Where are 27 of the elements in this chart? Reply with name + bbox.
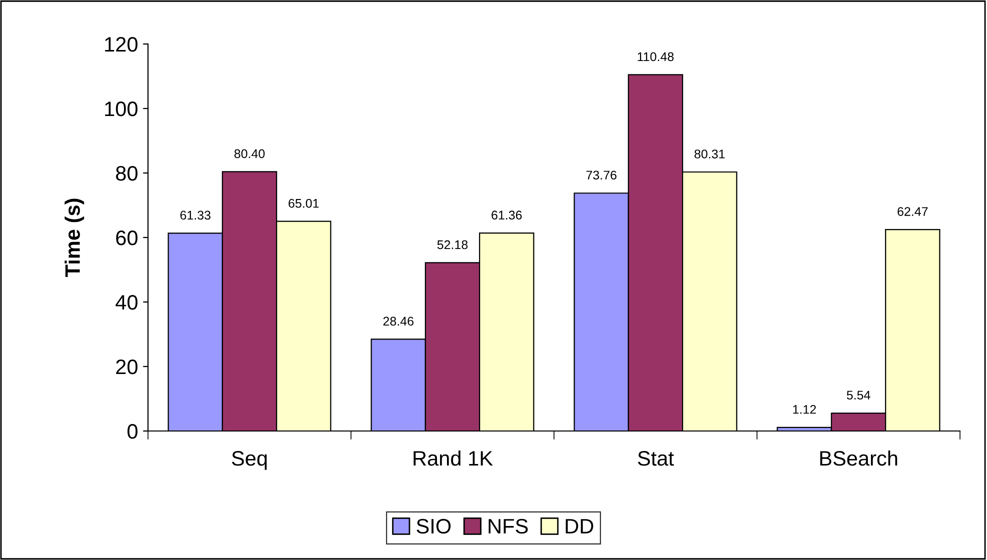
y-tick-label: 20 (116, 360, 138, 374)
data-label: 80.40 (234, 149, 265, 158)
data-label: 61.36 (492, 210, 522, 220)
x-tick-label: Rand 1K (414, 450, 493, 466)
data-label: 5.54 (846, 390, 870, 400)
legend-label: DD (566, 519, 594, 534)
x-tick-label: BSearch (820, 450, 898, 466)
y-tick-label: 60 (116, 230, 138, 246)
data-label: 80.31 (694, 150, 725, 158)
y-axis-title: Time (s) (64, 198, 84, 278)
data-label: 73.76 (586, 170, 616, 180)
x-tick-label: Seq (232, 450, 267, 470)
y-tick-label: 120 (105, 37, 138, 52)
data-label: 61.33 (180, 210, 210, 220)
data-label: 110.48 (638, 52, 674, 62)
data-label: 62.47 (898, 207, 928, 216)
y-tick-label: 40 (116, 295, 138, 310)
y-tick-label: 100 (105, 102, 138, 116)
data-label: 65.01 (288, 198, 319, 208)
data-label: 52.18 (437, 240, 468, 250)
y-tick-label: 80 (116, 166, 138, 181)
legend-label: NFS (488, 518, 528, 534)
legend-label: SIO (416, 518, 451, 534)
data-label: 28.46 (383, 316, 414, 326)
y-tick-label: 0 (128, 424, 138, 439)
data-label: 1.12 (793, 404, 816, 414)
x-tick-label: Stat (638, 450, 674, 466)
